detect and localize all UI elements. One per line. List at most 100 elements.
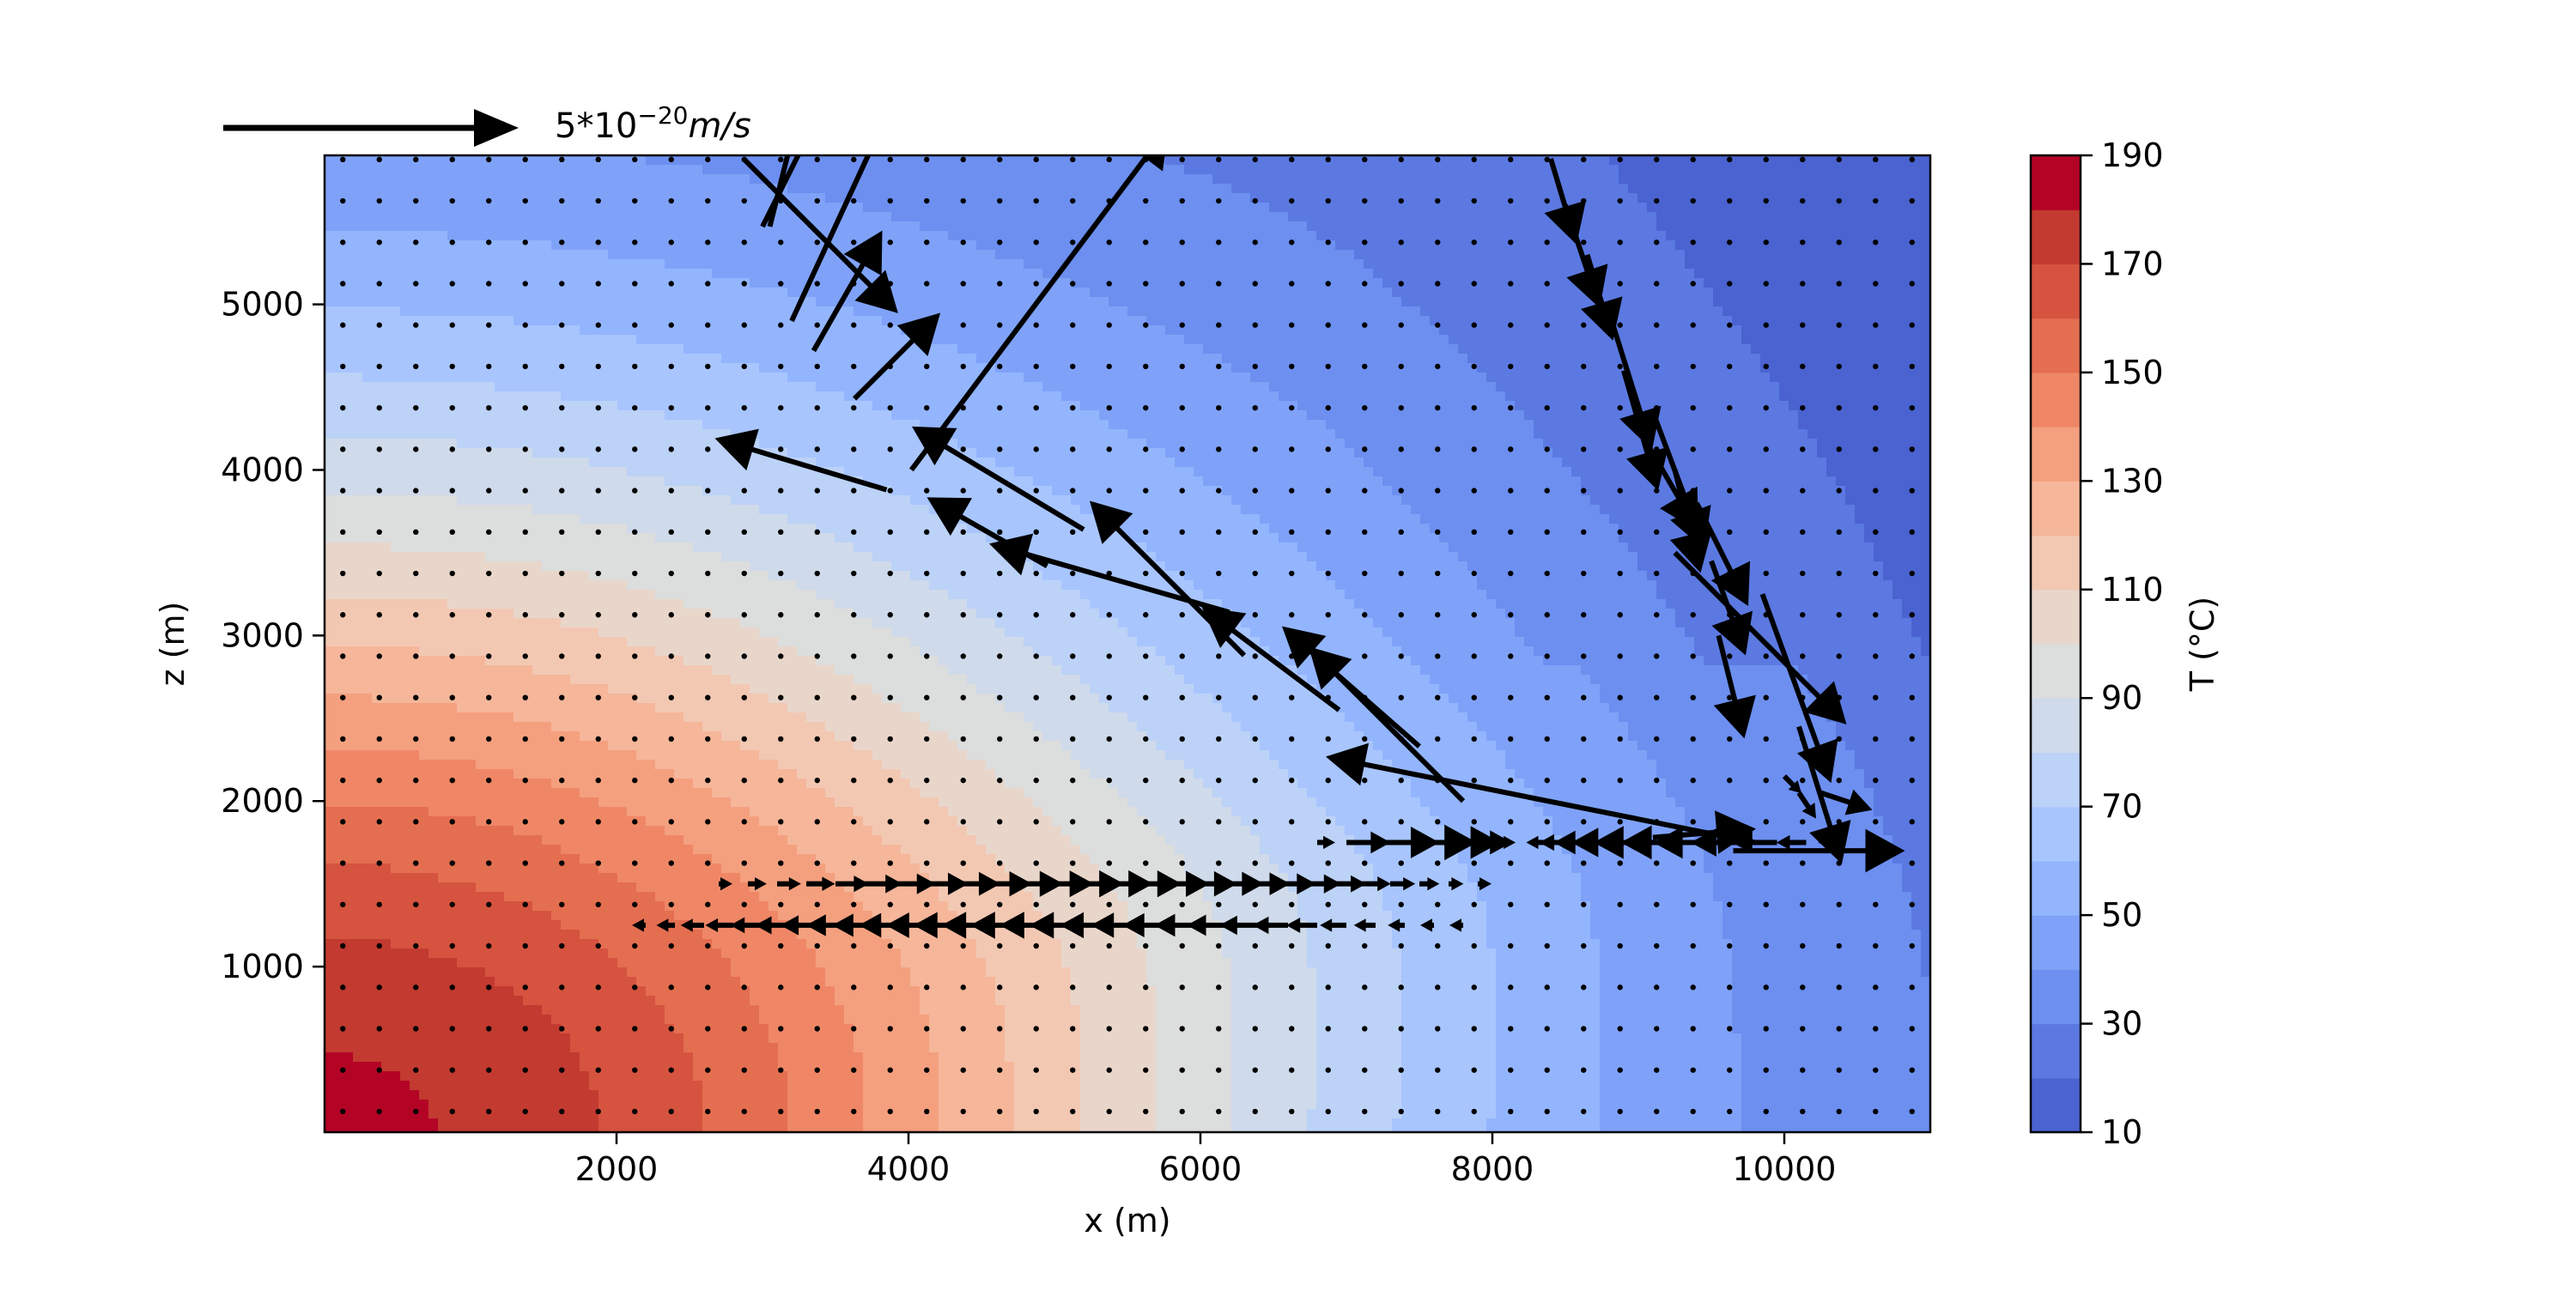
- contour-cell: [740, 1100, 750, 1110]
- contour-cell: [513, 892, 524, 902]
- contour-cell: [457, 203, 467, 213]
- contour-cell: [353, 1043, 363, 1053]
- contour-cell: [381, 788, 392, 798]
- contour-cell: [353, 382, 363, 392]
- contour-cell: [447, 911, 458, 921]
- contour-cell: [598, 580, 609, 591]
- contour-cell: [598, 627, 609, 638]
- contour-cell: [438, 382, 448, 392]
- contour-cell: [561, 221, 571, 232]
- contour-cell: [495, 712, 505, 723]
- contour-cell: [636, 882, 647, 893]
- contour-cell: [343, 722, 354, 732]
- contour-cell: [372, 646, 382, 657]
- contour-cell: [372, 165, 382, 175]
- contour-cell: [542, 174, 552, 185]
- contour-cell: [542, 344, 552, 355]
- contour-cell: [702, 788, 713, 798]
- contour-cell: [665, 231, 675, 241]
- contour-cell: [457, 712, 467, 723]
- contour-cell: [598, 609, 609, 619]
- contour-cell: [598, 1071, 609, 1082]
- contour-cell: [693, 1090, 703, 1100]
- contour-cell: [447, 779, 458, 789]
- contour-cell: [627, 618, 637, 628]
- contour-cell: [646, 788, 656, 798]
- contour-cell: [457, 1090, 467, 1100]
- contour-cell: [504, 571, 514, 581]
- contour-cell: [391, 1062, 401, 1072]
- contour-cell: [410, 722, 420, 732]
- contour-cell: [428, 354, 439, 364]
- contour-cell: [381, 750, 392, 761]
- contour-cell: [617, 221, 628, 232]
- contour-cell: [655, 618, 665, 628]
- contour-cell: [410, 1081, 420, 1091]
- contour-cell: [542, 694, 552, 704]
- contour-cell: [570, 939, 580, 949]
- contour-cell: [343, 779, 354, 789]
- contour-cell: [627, 920, 637, 930]
- contour-cell: [476, 240, 486, 251]
- contour-cell: [428, 184, 439, 194]
- contour-cell: [627, 797, 637, 808]
- contour-cell: [561, 429, 571, 439]
- contour-cell: [608, 627, 618, 638]
- contour-cell: [551, 439, 562, 449]
- contour-cell: [712, 439, 722, 449]
- contour-cell: [589, 325, 599, 336]
- contour-cell: [598, 1062, 609, 1072]
- contour-cell: [513, 476, 524, 487]
- contour-cell: [608, 958, 618, 968]
- contour-cell: [447, 1118, 458, 1129]
- contour-cell: [561, 845, 571, 855]
- contour-cell: [542, 864, 552, 874]
- contour-cell: [400, 1015, 410, 1025]
- contour-cell: [636, 269, 647, 279]
- contour-cell: [721, 476, 732, 487]
- contour-cell: [693, 1024, 703, 1034]
- contour-cell: [410, 618, 420, 628]
- contour-cell: [334, 1043, 344, 1053]
- contour-cell: [702, 335, 713, 345]
- contour-cell: [646, 694, 656, 704]
- contour-cell: [542, 524, 552, 534]
- contour-cell: [580, 892, 590, 902]
- contour-cell: [419, 1128, 429, 1132]
- contour-cell: [419, 1015, 429, 1025]
- contour-cell: [759, 807, 769, 817]
- contour-cell: [561, 193, 571, 203]
- contour-cell: [381, 949, 392, 959]
- contour-cell: [325, 684, 335, 694]
- contour-cell: [646, 250, 656, 260]
- contour-cell: [410, 949, 420, 959]
- contour-cell: [665, 665, 675, 676]
- contour-cell: [561, 486, 571, 496]
- contour-cell: [504, 1090, 514, 1100]
- contour-cell: [476, 401, 486, 411]
- contour-cell: [438, 420, 448, 430]
- contour-cell: [712, 269, 722, 279]
- contour-cell: [589, 212, 599, 222]
- contour-cell: [721, 316, 732, 326]
- contour-cell: [362, 561, 373, 572]
- contour-cell: [693, 684, 703, 694]
- contour-cell: [495, 155, 505, 166]
- contour-cell: [627, 807, 637, 817]
- contour-cell: [325, 401, 335, 411]
- contour-cell: [372, 627, 382, 638]
- contour-cell: [759, 250, 769, 260]
- contour-cell: [428, 760, 439, 770]
- contour-cell: [504, 845, 514, 855]
- contour-cell: [485, 212, 495, 222]
- contour-cell: [759, 835, 769, 846]
- contour-cell: [674, 1090, 684, 1100]
- contour-cell: [769, 712, 779, 723]
- contour-cell: [693, 845, 703, 855]
- contour-cell: [589, 741, 599, 751]
- contour-cell: [712, 1071, 722, 1082]
- contour-cell: [532, 297, 543, 307]
- contour-cell: [627, 977, 637, 987]
- contour-cell: [410, 873, 420, 883]
- contour-cell: [674, 335, 684, 345]
